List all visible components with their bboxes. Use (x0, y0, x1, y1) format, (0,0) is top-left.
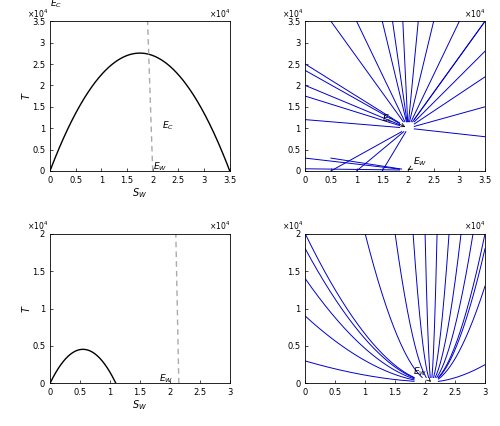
Y-axis label: $T$: $T$ (20, 304, 32, 313)
Y-axis label: $T$: $T$ (20, 92, 32, 101)
Text: $E_W$: $E_W$ (408, 156, 428, 170)
Text: $\times10^4$: $\times10^4$ (464, 220, 485, 232)
Text: $\times10^4$: $\times10^4$ (208, 7, 230, 20)
X-axis label: $S_W$: $S_W$ (132, 399, 148, 412)
Text: $\times10^4$: $\times10^4$ (464, 7, 485, 20)
Text: $\times10^4$: $\times10^4$ (27, 7, 48, 20)
Text: $E_W$: $E_W$ (152, 161, 167, 173)
Text: $E_C$: $E_C$ (162, 119, 174, 132)
Text: $E_C$: $E_C$ (382, 113, 404, 127)
Text: $\times10^4$: $\times10^4$ (27, 220, 48, 232)
Text: $E_W$: $E_W$ (413, 366, 430, 381)
Text: $\times10^4$: $\times10^4$ (282, 220, 304, 232)
X-axis label: $S_W$: $S_W$ (132, 186, 148, 200)
Text: $\times10^4$: $\times10^4$ (208, 220, 230, 232)
Text: $E_W$: $E_W$ (159, 373, 173, 386)
Text: $\times10^4$: $\times10^4$ (282, 7, 304, 20)
Text: $E_C$: $E_C$ (50, 0, 62, 10)
